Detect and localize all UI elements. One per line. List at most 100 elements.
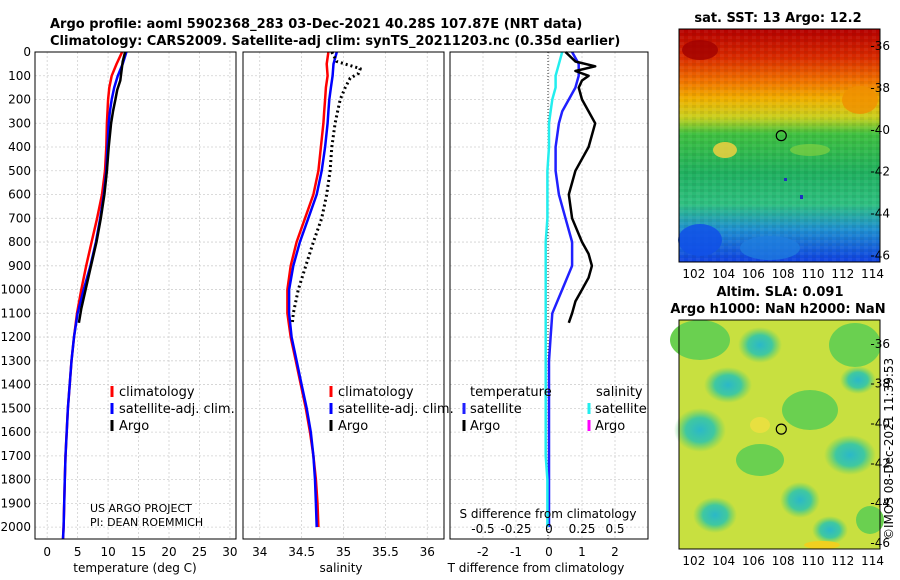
- x-tick-label: 15: [131, 545, 146, 559]
- salinity-x-tick-labels: 34 34.5 35 35.5 36: [252, 545, 435, 559]
- x-tick-label: -1: [510, 545, 522, 559]
- depth-tick-label: 300: [8, 116, 31, 130]
- lat-tick-label: -40: [870, 123, 890, 137]
- lat-tick-label: -40: [870, 417, 890, 431]
- s-tick-label: -0.25: [500, 522, 531, 536]
- salinity-panel: 34 34.5 35 35.5 36 salinity climatology sate…: [242, 51, 454, 575]
- x-tick-label: -2: [477, 545, 489, 559]
- t-difference-tick-labels: -2 -1 0 1 2: [477, 545, 619, 559]
- depth-tick-label: 500: [8, 164, 31, 178]
- series-line-satellite-adj-clim-: [287, 51, 339, 528]
- x-tick-label: 25: [192, 545, 207, 559]
- lat-tick-label: -44: [870, 207, 890, 221]
- lat-tick-label: -42: [870, 456, 890, 470]
- salinity-frame: [242, 51, 445, 540]
- sst-texture: [679, 29, 880, 262]
- legend-label-s-satellite: satellite: [595, 402, 647, 417]
- depth-tick-label: 600: [8, 188, 31, 202]
- sla-eddies: [670, 320, 884, 549]
- sst-cold-patch: [740, 236, 800, 260]
- lon-tick-label: 108: [772, 554, 795, 568]
- depth-tick-label: 1700: [0, 449, 31, 463]
- lat-tick-label: -36: [870, 39, 890, 53]
- sst-warm-patch: [790, 144, 830, 156]
- lon-tick-label: 106: [742, 267, 765, 281]
- depth-tick-label: 400: [8, 140, 31, 154]
- t-difference-xlabel: T difference from climatology: [447, 561, 625, 575]
- temperature-series: [61, 51, 128, 540]
- depth-tick-label: 1600: [0, 425, 31, 439]
- s-tick-label: 0.25: [569, 522, 596, 536]
- legend-label-t-satellite: satellite: [470, 402, 522, 417]
- x-tick-label: 20: [161, 545, 176, 559]
- pi-label: PI: DEAN ROEMMICH: [90, 516, 203, 529]
- depth-tick-label: 1800: [0, 473, 31, 487]
- sst-map-title: sat. SST: 13 Argo: 12.2: [694, 11, 861, 26]
- depth-tick-label: 0: [23, 45, 31, 59]
- lat-tick-label: -46: [870, 249, 890, 263]
- imos-timestamp: ©IMOS 08-Dec-2021 11:39:53: [882, 358, 896, 540]
- depth-tick-label: 1500: [0, 401, 31, 415]
- depth-tick-label: 1400: [0, 378, 31, 392]
- sla-eddy: [736, 444, 784, 476]
- salinity-series: [286, 51, 362, 528]
- sla-map-subtitle: Argo h1000: NaN h2000: NaN: [670, 302, 885, 317]
- sla-eddy: [804, 541, 840, 549]
- sla-eddy: [812, 516, 848, 544]
- lat-tick-label: -36: [870, 337, 890, 351]
- series-line-climatology: [61, 51, 124, 540]
- legend-label-satellite-adj: satellite-adj. clim.: [338, 402, 454, 417]
- x-tick-label: 5: [74, 545, 82, 559]
- lon-tick-label: 102: [682, 554, 705, 568]
- sst-pixel: [800, 195, 803, 199]
- legend-label-s-argo: Argo: [595, 419, 625, 434]
- legend-label-climatology: climatology: [338, 385, 414, 400]
- lon-tick-label: 104: [712, 267, 735, 281]
- sst-warm-patch: [842, 86, 878, 114]
- temperature-frame: [34, 51, 237, 540]
- salinity-xlabel: salinity: [319, 561, 362, 575]
- depth-tick-label: 1900: [0, 496, 31, 510]
- sst-frame: [678, 28, 881, 263]
- x-tick-label: 35.5: [372, 545, 399, 559]
- sst-cold-patch: [678, 224, 722, 256]
- depth-tick-label: 200: [8, 93, 31, 107]
- s-tick-label: 0.5: [605, 522, 624, 536]
- sla-eddy: [780, 482, 820, 518]
- x-tick-label: 35: [336, 545, 351, 559]
- legend-header-temperature: temperature: [470, 385, 552, 400]
- sla-eddy: [670, 320, 730, 360]
- lon-tick-label: 110: [802, 554, 825, 568]
- sst-map-panel: sat. SST: 13 Argo: 12.2 -36-38-40-42-44-…: [678, 11, 890, 281]
- salinity-grid: [243, 51, 444, 539]
- depth-tick-label: 100: [8, 69, 31, 83]
- differences-legend: temperature salinity satellite Argo sate…: [462, 385, 647, 434]
- sla-eddy: [824, 435, 876, 475]
- series-line-s-satellite: [544, 51, 564, 528]
- lon-tick-label: 112: [831, 554, 854, 568]
- sst-lat-tick-labels: -36 -38 -40 -42 -44 -46: [870, 39, 890, 263]
- depth-tick-label: 1300: [0, 354, 31, 368]
- sla-eddy: [856, 506, 884, 534]
- depth-tick-labels: 0 100 200 300 400 500 600 700 800 900 1000 1100 1200…: [0, 45, 31, 534]
- temperature-x-tick-labels: 0 5 10 15 20 25 30: [43, 545, 237, 559]
- project-label: US ARGO PROJECT: [90, 502, 192, 515]
- sst-lon-tick-labels: 102 104 106 108 110 112 114: [682, 267, 884, 281]
- x-tick-label: 2: [611, 545, 619, 559]
- salinity-legend: climatology satellite-adj. clim. Argo: [329, 385, 454, 434]
- lat-tick-label: -44: [870, 496, 890, 510]
- sla-eddy: [840, 366, 876, 394]
- temperature-panel: 0100200300400500600700800900100011001200…: [0, 45, 237, 575]
- x-tick-label: 34.5: [288, 545, 315, 559]
- lon-tick-label: 114: [861, 554, 884, 568]
- depth-tick-label: 1200: [0, 330, 31, 344]
- depth-tick-label: 900: [8, 259, 31, 273]
- depth-tick-label: 800: [8, 235, 31, 249]
- legend-label-satellite-adj: satellite-adj. clim.: [119, 402, 235, 417]
- lon-tick-label: 108: [772, 267, 795, 281]
- sst-warm-patch: [682, 40, 718, 60]
- series-line-t-argo: [564, 51, 597, 324]
- depth-tick-label: 1100: [0, 306, 31, 320]
- s-tick-label: -0.5: [471, 522, 494, 536]
